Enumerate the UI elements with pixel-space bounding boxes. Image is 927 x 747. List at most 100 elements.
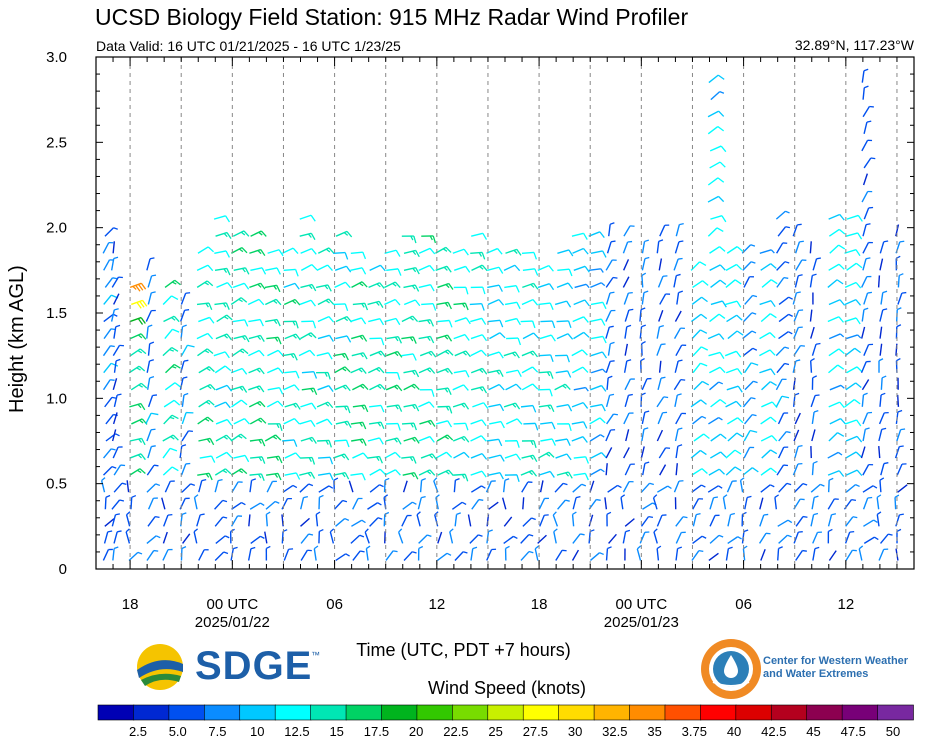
wind-barb	[501, 497, 507, 510]
barb-feather	[858, 545, 864, 550]
barb-feather	[379, 468, 386, 475]
barb-staff	[103, 531, 109, 544]
barb-feather	[752, 294, 758, 298]
sdge-trademark: ™	[311, 650, 320, 660]
wind-barb	[147, 291, 156, 305]
barb-staff	[794, 412, 801, 425]
barb-staff	[214, 516, 224, 527]
barb-staff	[333, 251, 346, 254]
wind-barb	[198, 437, 215, 446]
wind-barb	[758, 532, 771, 544]
wind-barb	[452, 384, 469, 391]
barb-feather	[461, 403, 466, 408]
barb-feather	[209, 317, 215, 324]
barb-staff	[233, 418, 245, 425]
barb-feather	[313, 387, 318, 396]
wind-barb	[574, 283, 590, 289]
wind-barb	[521, 366, 539, 374]
barb-feather	[311, 402, 317, 410]
chart-title: UCSD Biology Field Station: 915 MHz Rada…	[95, 4, 689, 30]
wind-barb	[147, 341, 155, 356]
wind-barb	[590, 351, 608, 359]
barb-feather	[565, 472, 570, 477]
wind-barb	[281, 497, 292, 510]
wind-barb	[197, 472, 213, 481]
barb-staff	[215, 434, 227, 442]
barb-feather	[414, 370, 420, 378]
barb-feather	[273, 300, 278, 304]
barb-staff	[707, 195, 719, 203]
barb-staff	[795, 516, 804, 527]
barb-feather	[138, 365, 146, 372]
wind-barb	[383, 511, 390, 527]
wind-barb	[759, 300, 776, 308]
barb-staff	[725, 466, 736, 476]
barb-feather	[516, 318, 521, 326]
barb-feather	[225, 215, 231, 223]
barb-feather	[643, 427, 649, 430]
barb-feather	[326, 418, 333, 426]
wind-barb	[421, 235, 437, 244]
wind-barb	[876, 511, 882, 527]
barb-feather	[376, 283, 381, 288]
wind-barb	[300, 263, 318, 271]
barb-feather	[815, 394, 820, 397]
barb-feather	[147, 324, 153, 328]
barb-staff	[760, 416, 771, 425]
barb-feather	[660, 376, 666, 379]
wind-barb	[213, 351, 230, 359]
barb-staff	[335, 518, 346, 527]
barb-staff	[435, 497, 439, 510]
wind-barb	[709, 161, 726, 169]
barb-feather	[206, 367, 211, 372]
barb-staff	[725, 263, 737, 271]
barb-staff	[896, 429, 902, 442]
barb-feather	[572, 511, 577, 515]
barb-staff	[557, 268, 570, 272]
barb-staff	[113, 326, 117, 339]
wind-barb	[810, 512, 819, 527]
barb-staff	[403, 284, 416, 289]
barb-feather	[258, 350, 265, 357]
barb-staff	[386, 350, 398, 357]
barb-feather	[602, 336, 607, 344]
wind-barb	[367, 300, 384, 308]
barb-feather	[409, 336, 414, 342]
barb-staff	[897, 275, 900, 288]
wind-barb	[759, 249, 775, 254]
wind-barb	[403, 266, 420, 275]
barb-feather	[479, 387, 484, 392]
wind-barb	[198, 316, 215, 324]
barb-staff	[249, 438, 262, 442]
barb-staff	[725, 548, 730, 561]
barb-feather	[311, 284, 317, 292]
barb-feather	[737, 368, 743, 375]
wind-barb	[313, 545, 319, 561]
wind-barb	[861, 139, 873, 152]
wind-barb	[333, 251, 349, 260]
barb-staff	[846, 262, 857, 271]
wind-barb	[284, 402, 301, 410]
barb-staff	[520, 551, 530, 561]
wind-barb	[131, 418, 148, 425]
wind-barb	[349, 317, 367, 325]
colorbar-tick-label: 32.5	[602, 724, 627, 739]
barb-feather	[295, 371, 300, 379]
wind-barb	[845, 451, 862, 459]
barb-staff	[504, 453, 517, 459]
barb-feather	[498, 438, 503, 447]
barb-staff	[862, 106, 870, 118]
barb-feather	[384, 477, 390, 481]
barb-staff	[283, 298, 296, 306]
wind-barb	[300, 247, 317, 255]
barb-feather	[445, 470, 450, 475]
barb-feather	[311, 248, 317, 255]
wind-barb	[333, 499, 348, 510]
wind-barb	[505, 248, 522, 256]
barb-feather	[606, 511, 612, 515]
barb-feather	[277, 337, 282, 345]
barb-staff	[471, 264, 483, 271]
wind-barb	[111, 513, 120, 527]
barb-feather	[515, 383, 522, 390]
barb-feather	[641, 392, 646, 396]
